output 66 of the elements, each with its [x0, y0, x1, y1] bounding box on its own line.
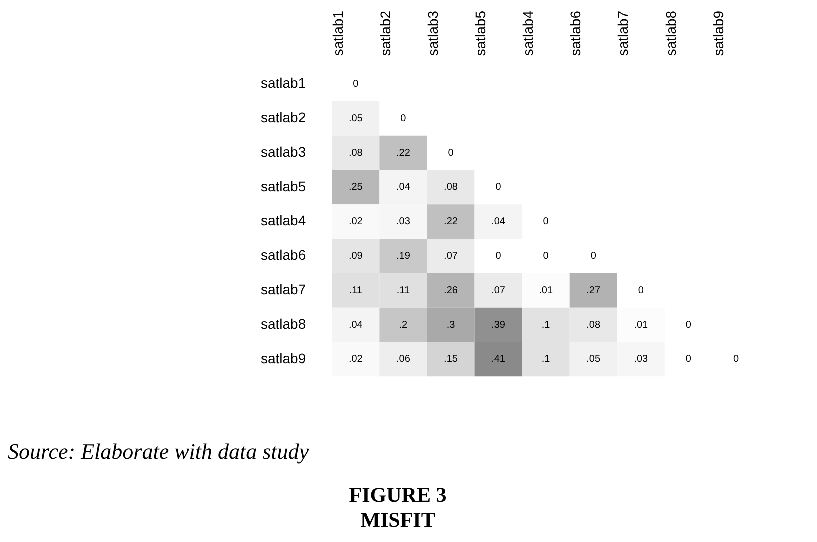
- data-label: .3: [446, 320, 456, 331]
- data-label: 0: [400, 113, 407, 124]
- data-label: .08: [444, 182, 458, 194]
- data-label: .25: [348, 182, 364, 194]
- x-tick-label: satlab5: [472, 10, 489, 56]
- data-label: .01: [634, 320, 649, 331]
- data-label: .04: [492, 216, 506, 228]
- data-label: .11: [349, 285, 363, 296]
- data-label: 0: [543, 216, 550, 228]
- data-label: .03: [396, 216, 411, 228]
- y-tick-label: satlab1: [260, 75, 306, 92]
- text: MISFIT: [360, 508, 436, 533]
- x-tick-label: satlab6: [568, 10, 584, 56]
- x-tick-label: satlab7: [615, 10, 632, 56]
- data-label: .04: [396, 182, 411, 194]
- data-label: .1: [542, 320, 551, 331]
- y-tick-label: satlab2: [260, 110, 306, 126]
- data-label: .15: [444, 354, 458, 366]
- y-tick-label: satlab8: [260, 316, 306, 332]
- data-label: 0: [686, 320, 692, 331]
- data-label: .11: [396, 285, 410, 296]
- y-tick-label: satlab7: [260, 282, 306, 298]
- data-label: .27: [586, 285, 601, 296]
- x-tick-label: satlab3: [425, 10, 442, 56]
- data-label: .09: [348, 251, 364, 262]
- data-label: .22: [396, 148, 411, 159]
- x-tick-label: satlab9: [710, 10, 726, 56]
- source-note: Source: Elaborate with data study: [8, 439, 310, 465]
- data-label: .08: [586, 320, 601, 331]
- data-label: 0: [496, 251, 502, 262]
- data-label: .2: [399, 320, 408, 331]
- data-label: .03: [634, 354, 649, 366]
- data-label: .05: [348, 113, 364, 124]
- data-label: .19: [396, 251, 411, 262]
- data-label: .02: [348, 354, 364, 366]
- data-label: 0: [448, 148, 454, 159]
- data-label: 0: [353, 79, 360, 90]
- data-label: .41: [492, 354, 506, 366]
- data-label: .04: [348, 320, 364, 331]
- text: FIGURE 3: [348, 483, 448, 508]
- data-label: .08: [348, 148, 364, 159]
- data-label: .01: [539, 285, 554, 296]
- data-label: 0: [638, 285, 644, 296]
- data-label: 0: [733, 354, 740, 366]
- data-label: 0: [543, 251, 550, 262]
- data-label: .22: [444, 216, 458, 228]
- y-tick-label: satlab5: [260, 178, 306, 194]
- data-label: .39: [492, 320, 506, 331]
- y-tick-label: satlab3: [260, 144, 306, 160]
- data-label: .26: [444, 285, 458, 296]
- x-tick-label: satlab8: [662, 10, 679, 56]
- data-label: .07: [492, 285, 506, 296]
- data-label: .02: [348, 216, 364, 228]
- y-tick-label: satlab9: [260, 350, 306, 366]
- x-tick-label: satlab4: [520, 10, 536, 56]
- data-label: 0: [496, 182, 502, 194]
- y-tick-label: satlab6: [260, 247, 306, 264]
- data-label: 0: [686, 354, 692, 366]
- x-tick-label: satlab1: [330, 10, 346, 56]
- data-label: .07: [444, 251, 458, 262]
- data-label: .1: [542, 354, 551, 366]
- data-label: .05: [586, 354, 601, 366]
- data-label: .06: [396, 354, 411, 366]
- data-label: 0: [590, 251, 597, 262]
- y-tick-label: satlab4: [260, 212, 306, 229]
- x-tick-label: satlab2: [378, 10, 394, 56]
